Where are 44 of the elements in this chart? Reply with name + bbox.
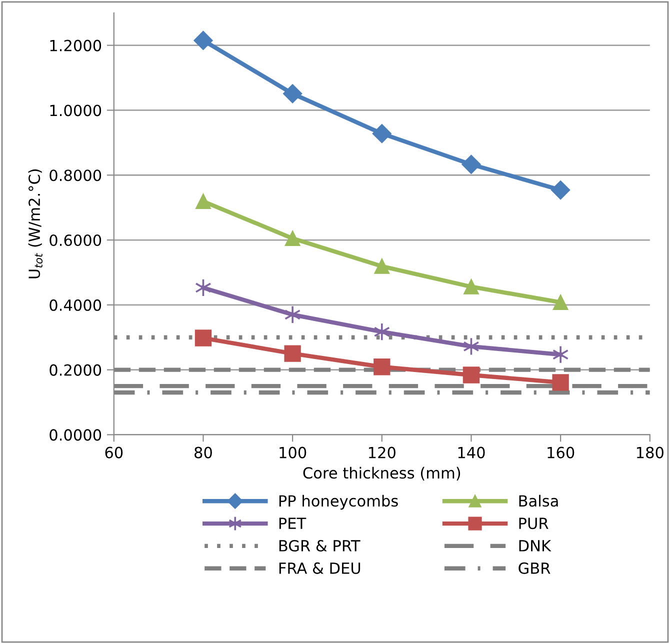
point [463, 337, 480, 356]
legend-label: PET [279, 518, 306, 529]
point [552, 374, 569, 391]
point [374, 322, 390, 342]
point [196, 194, 211, 210]
point [195, 278, 212, 297]
point [194, 30, 213, 50]
point [284, 345, 301, 362]
point [372, 124, 392, 144]
y-tick-label: 0.8000 [50, 170, 102, 182]
x-tick-label: 140 [458, 446, 485, 458]
legend-label: Balsa [519, 494, 558, 507]
point [464, 279, 479, 294]
legend-label: PUR [519, 518, 548, 530]
point [194, 330, 212, 346]
y-tick-label: 0.2000 [50, 364, 102, 376]
point [374, 258, 390, 274]
point [284, 230, 300, 246]
point [552, 345, 569, 364]
x-tick-label: 80 [194, 446, 212, 458]
legend-label: GBR [518, 562, 550, 574]
y-tick-label: 1.0000 [50, 104, 102, 116]
point [462, 154, 481, 174]
legend-label: BGR & PRT [279, 540, 360, 552]
x-tick-label: 180 [636, 446, 664, 458]
legend-label: PP honeycombs [279, 494, 398, 510]
point [552, 294, 568, 310]
point [283, 84, 302, 104]
legend-label: DNK [519, 540, 552, 552]
point [284, 305, 301, 324]
point [551, 180, 570, 200]
point [462, 366, 480, 384]
y-axis-title: U$_{tot}$ (W/m2.°C) [28, 169, 43, 278]
x-tick-label: 100 [280, 446, 306, 458]
x-tick-label: 160 [548, 446, 574, 458]
x-axis-title: Core thickness (mm) [303, 466, 460, 480]
y-tick-label: 1.2000 [50, 40, 102, 52]
y-tick-label: 0.0000 [50, 429, 102, 441]
y-tick-label: 0.6000 [50, 234, 102, 246]
point [374, 358, 390, 376]
x-tick-label: 120 [368, 446, 396, 458]
legend-label: FRA & DEU [279, 562, 360, 574]
x-tick-label: 60 [105, 446, 123, 458]
y-tick-label: 0.4000 [50, 299, 102, 311]
